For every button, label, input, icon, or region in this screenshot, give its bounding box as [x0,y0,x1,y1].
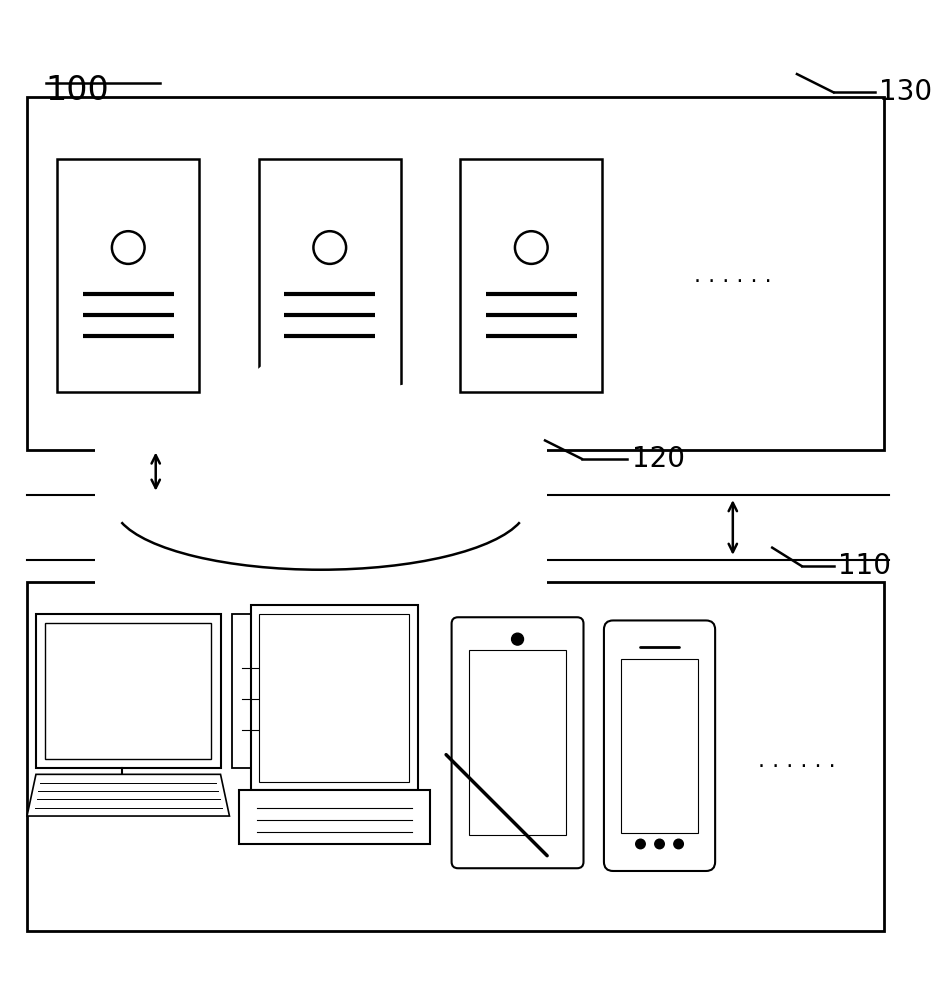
Circle shape [102,455,222,574]
Circle shape [511,633,524,645]
Circle shape [353,393,480,520]
Circle shape [146,397,304,555]
FancyBboxPatch shape [57,159,199,392]
FancyBboxPatch shape [469,650,567,835]
Circle shape [419,445,539,564]
Polygon shape [27,774,229,816]
Circle shape [345,385,489,529]
Circle shape [427,452,532,557]
Circle shape [227,349,404,526]
FancyBboxPatch shape [451,617,584,868]
Circle shape [674,839,683,849]
FancyBboxPatch shape [621,659,697,833]
Text: . . . . . .: . . . . . . [759,751,836,771]
FancyBboxPatch shape [239,790,430,844]
Text: . . . . . .: . . . . . . [694,266,772,286]
Circle shape [109,462,214,567]
FancyBboxPatch shape [27,97,884,450]
FancyBboxPatch shape [259,614,409,782]
FancyBboxPatch shape [461,159,603,392]
Text: 120: 120 [632,445,685,473]
Text: 130: 130 [880,78,932,106]
FancyBboxPatch shape [232,614,280,768]
Text: 100: 100 [46,74,110,107]
FancyBboxPatch shape [251,605,417,790]
FancyBboxPatch shape [36,614,221,768]
FancyBboxPatch shape [95,423,547,587]
FancyBboxPatch shape [603,620,715,871]
Circle shape [155,407,294,545]
Circle shape [635,839,645,849]
FancyBboxPatch shape [95,486,547,591]
FancyBboxPatch shape [27,582,884,931]
Circle shape [655,839,665,849]
FancyBboxPatch shape [258,159,400,392]
Circle shape [238,360,394,515]
Text: 110: 110 [838,552,891,580]
FancyBboxPatch shape [45,623,211,759]
